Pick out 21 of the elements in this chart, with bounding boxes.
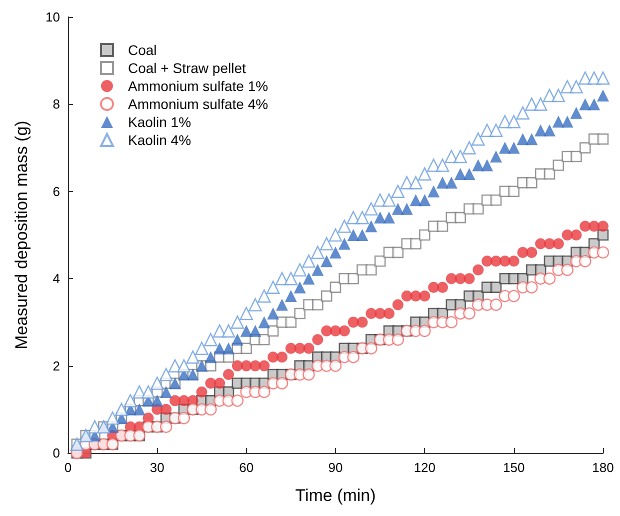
x-tick-label: 30	[150, 460, 164, 475]
legend-label: Coal	[128, 42, 157, 58]
x-tick-label: 0	[64, 460, 72, 475]
y-tick-label: 8	[52, 96, 60, 112]
x-tick-label: 90	[328, 460, 343, 475]
x-axis-title: Time (min)	[295, 486, 376, 505]
y-tick-label: 6	[52, 184, 60, 199]
y-tick-label: 10	[46, 10, 60, 24]
legend-label: Ammonium sulfate 4%	[128, 96, 268, 112]
x-tick-label: 150	[502, 460, 525, 475]
x-tick-label: 60	[239, 460, 254, 475]
x-tick-label: 180	[592, 460, 614, 475]
legend-label: Kaolin 1%	[128, 114, 192, 130]
y-tick-label: 2	[52, 358, 60, 374]
x-tick-label: 120	[414, 460, 436, 475]
y-tick-label: 4	[52, 271, 60, 286]
legend-label: Kaolin 4%	[128, 132, 192, 148]
legend-label: Coal + Straw pellet	[128, 60, 246, 76]
y-tick-label: 0	[52, 446, 60, 460]
y-axis-title: Measured deposition mass (g)	[12, 120, 31, 350]
legend-label: Ammonium sulfate 1%	[128, 78, 268, 94]
